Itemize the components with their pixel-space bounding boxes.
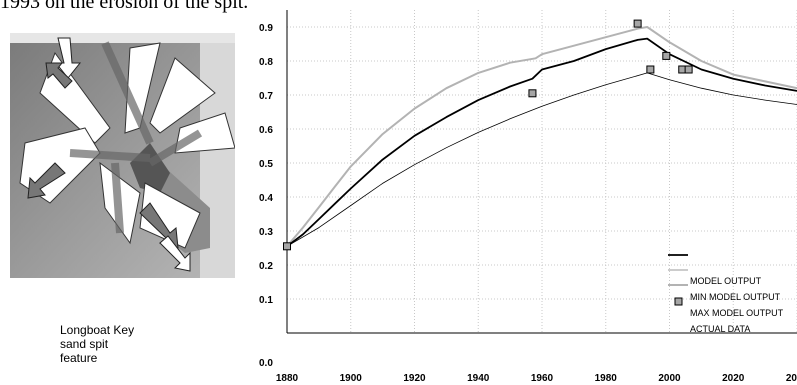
y-tick-label: 0.1 xyxy=(259,295,273,306)
land-polygon-ne xyxy=(149,57,216,134)
body-text-fragment: 1993 on the erosion of the spit. xyxy=(0,0,249,13)
flow-arrows xyxy=(27,37,191,272)
y-tick-label: 0.5 xyxy=(259,159,273,170)
chart-grid xyxy=(287,10,797,333)
actual-data-point xyxy=(633,19,642,28)
y-tick-label: 0.0 xyxy=(259,358,273,369)
actual-data-point xyxy=(646,65,655,74)
caption-line: Longboat Key xyxy=(60,323,135,337)
y-tick-label: 0.6 xyxy=(259,125,273,136)
x-tick-label: 2040 xyxy=(786,373,797,384)
actual-data-point xyxy=(283,242,291,251)
y-tick-label: 0.2 xyxy=(259,261,273,272)
x-tick-label: 2000 xyxy=(658,373,681,384)
y-tick-label: 0.7 xyxy=(259,91,273,102)
legend-entry: MIN MODEL OUTPUT xyxy=(690,292,781,302)
chart-series xyxy=(286,26,797,248)
map-illustration xyxy=(10,33,235,278)
legend-swatch-actual xyxy=(674,297,683,306)
series-line-min-model-output xyxy=(286,72,797,247)
legend-entry: MODEL OUTPUT xyxy=(690,276,762,286)
y-tick-label: 0.9 xyxy=(259,23,273,34)
x-tick-label: 1880 xyxy=(276,373,299,384)
x-tick-label: 1960 xyxy=(531,373,554,384)
x-tick-label: 1980 xyxy=(595,373,618,384)
legend-entry: MAX MODEL OUTPUT xyxy=(690,308,784,318)
caption-line: sand spit xyxy=(60,337,109,351)
y-tick-label: 0.3 xyxy=(259,227,273,238)
y-tick-label: 0.4 xyxy=(259,193,273,204)
chart-tick-labels: 0.0 0.1 0.2 0.3 0.4 0.5 0.6 0.7 0.8 0.9 1880 1900 19… xyxy=(259,23,797,384)
actual-data-points xyxy=(283,19,693,251)
actual-data-point xyxy=(528,89,537,98)
series-line-model-output xyxy=(286,37,797,248)
y-tick-label: 0.8 xyxy=(259,57,273,68)
legend-entry: ACTUAL DATA xyxy=(690,324,750,334)
actual-data-point xyxy=(684,65,693,74)
x-tick-label: 1900 xyxy=(340,373,363,384)
x-tick-label: 2020 xyxy=(722,373,745,384)
caption-line: feature xyxy=(60,351,98,365)
chart-axes xyxy=(286,10,797,334)
x-tick-label: 1920 xyxy=(403,373,426,384)
actual-data-point xyxy=(662,51,671,60)
series-line-max-model-output xyxy=(286,26,797,247)
x-tick-label: 1940 xyxy=(467,373,490,384)
chart-legend: MODEL OUTPUT MIN MODEL OUTPUT MAX MODEL OU… xyxy=(668,254,784,334)
map-caption: Longboat Key sand spit feature xyxy=(60,323,134,365)
